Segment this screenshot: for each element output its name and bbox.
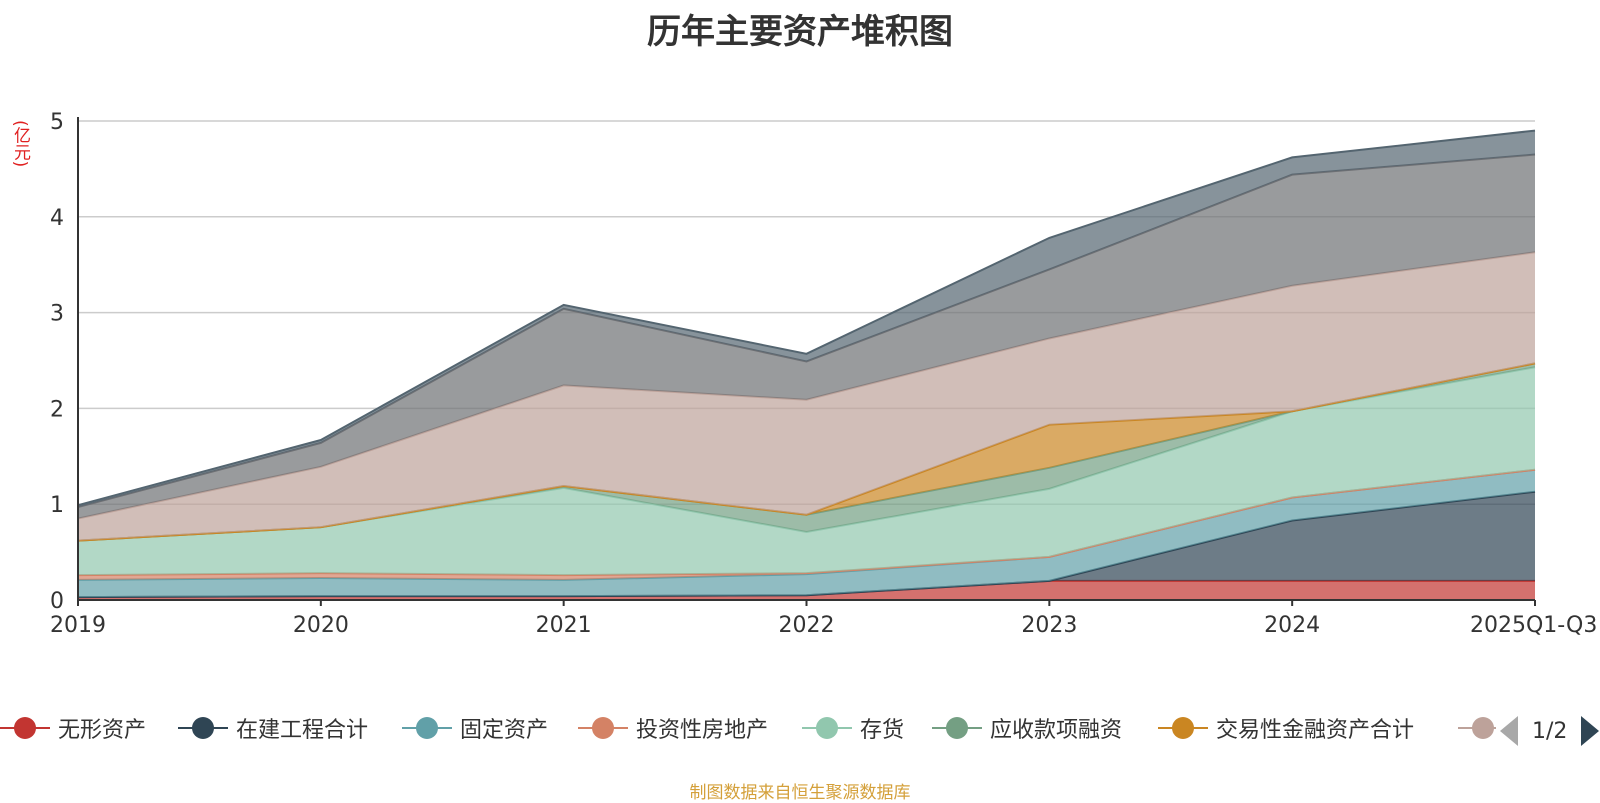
legend-page-indicator: 1/2 [1532, 718, 1568, 744]
legend-item[interactable]: 投资性房地产 [578, 708, 768, 748]
legend-marker-icon [178, 708, 228, 748]
data-source-note: 制图数据来自恒生聚源数据库 [689, 783, 911, 803]
x-tick-label: 2024 [1264, 613, 1320, 638]
area-series-edge-9 [77, 129, 1536, 507]
area-series-0 [78, 580, 1535, 600]
axes: 0 1 2 3 4 5 2019 2020 2021 2022 2023 2024 2025Q1-Q3 [50, 110, 1597, 638]
legend-item[interactable]: 应收款项融资 [932, 708, 1122, 748]
legend-label: 投资性房地产 [636, 718, 769, 743]
y-tick-label: 5 [50, 110, 64, 135]
area-series-2 [78, 469, 1535, 598]
legend-marker-icon [0, 708, 50, 748]
x-tick-label: 2021 [536, 613, 592, 638]
y-tick-label: 4 [50, 206, 64, 231]
legend-marker-icon [932, 708, 982, 748]
stacked-area-chart: 0 1 2 3 4 5 2019 2020 2021 2022 2023 2024 2025Q1-Q3 [50, 110, 1597, 638]
legend-item[interactable]: 存货 [802, 708, 904, 748]
legend-label: 存货 [860, 718, 905, 743]
y-tick-label: 3 [50, 302, 64, 327]
legend-label: 无形资产 [58, 718, 147, 743]
area-series [77, 129, 1536, 600]
x-tick-label: 2023 [1021, 613, 1077, 638]
legend-marker-icon [578, 708, 628, 748]
y-tick-label: 2 [50, 397, 64, 422]
chart-title: 历年主要资产堆积图 [647, 12, 953, 52]
legend-label: 应收款项融资 [990, 718, 1123, 743]
legend-item[interactable]: 无形资产 [0, 708, 146, 748]
area-series-1 [78, 491, 1535, 598]
x-tick-label: 2019 [50, 613, 106, 638]
legend-item[interactable] [1458, 708, 1496, 748]
y-tick-label: 0 [50, 589, 64, 614]
legend-marker-icon [1158, 708, 1208, 748]
legend-marker-icon [1458, 708, 1496, 748]
y-axis-unit-label: (亿元) [10, 120, 30, 168]
legend: 无形资产 在建工程合计 固定资产 投资性房地产 存货 应收款项融资 交易性金融资产合计 [0, 708, 1600, 748]
legend-marker-icon [402, 708, 452, 748]
area-series-4 [78, 367, 1535, 576]
area-series-7 [78, 252, 1535, 541]
legend-prev-page-icon[interactable] [1500, 716, 1518, 746]
legend-next-page-icon[interactable] [1581, 716, 1600, 746]
legend-item[interactable]: 交易性金融资产合计 [1158, 708, 1414, 748]
legend-marker-icon [802, 708, 852, 748]
y-tick-label: 1 [50, 493, 64, 518]
x-tick-label: 2020 [293, 613, 349, 638]
x-tick-label: 2022 [779, 613, 835, 638]
legend-label: 固定资产 [460, 718, 549, 743]
area-series-8 [78, 154, 1535, 519]
legend-pager: 1/2 [1500, 716, 1600, 746]
legend-label: 交易性金融资产合计 [1216, 718, 1415, 743]
legend-item[interactable]: 在建工程合计 [178, 708, 368, 748]
legend-label: 在建工程合计 [236, 718, 369, 743]
x-tick-label: 2025Q1-Q3 [1470, 613, 1597, 638]
legend-item[interactable]: 固定资产 [402, 708, 548, 748]
